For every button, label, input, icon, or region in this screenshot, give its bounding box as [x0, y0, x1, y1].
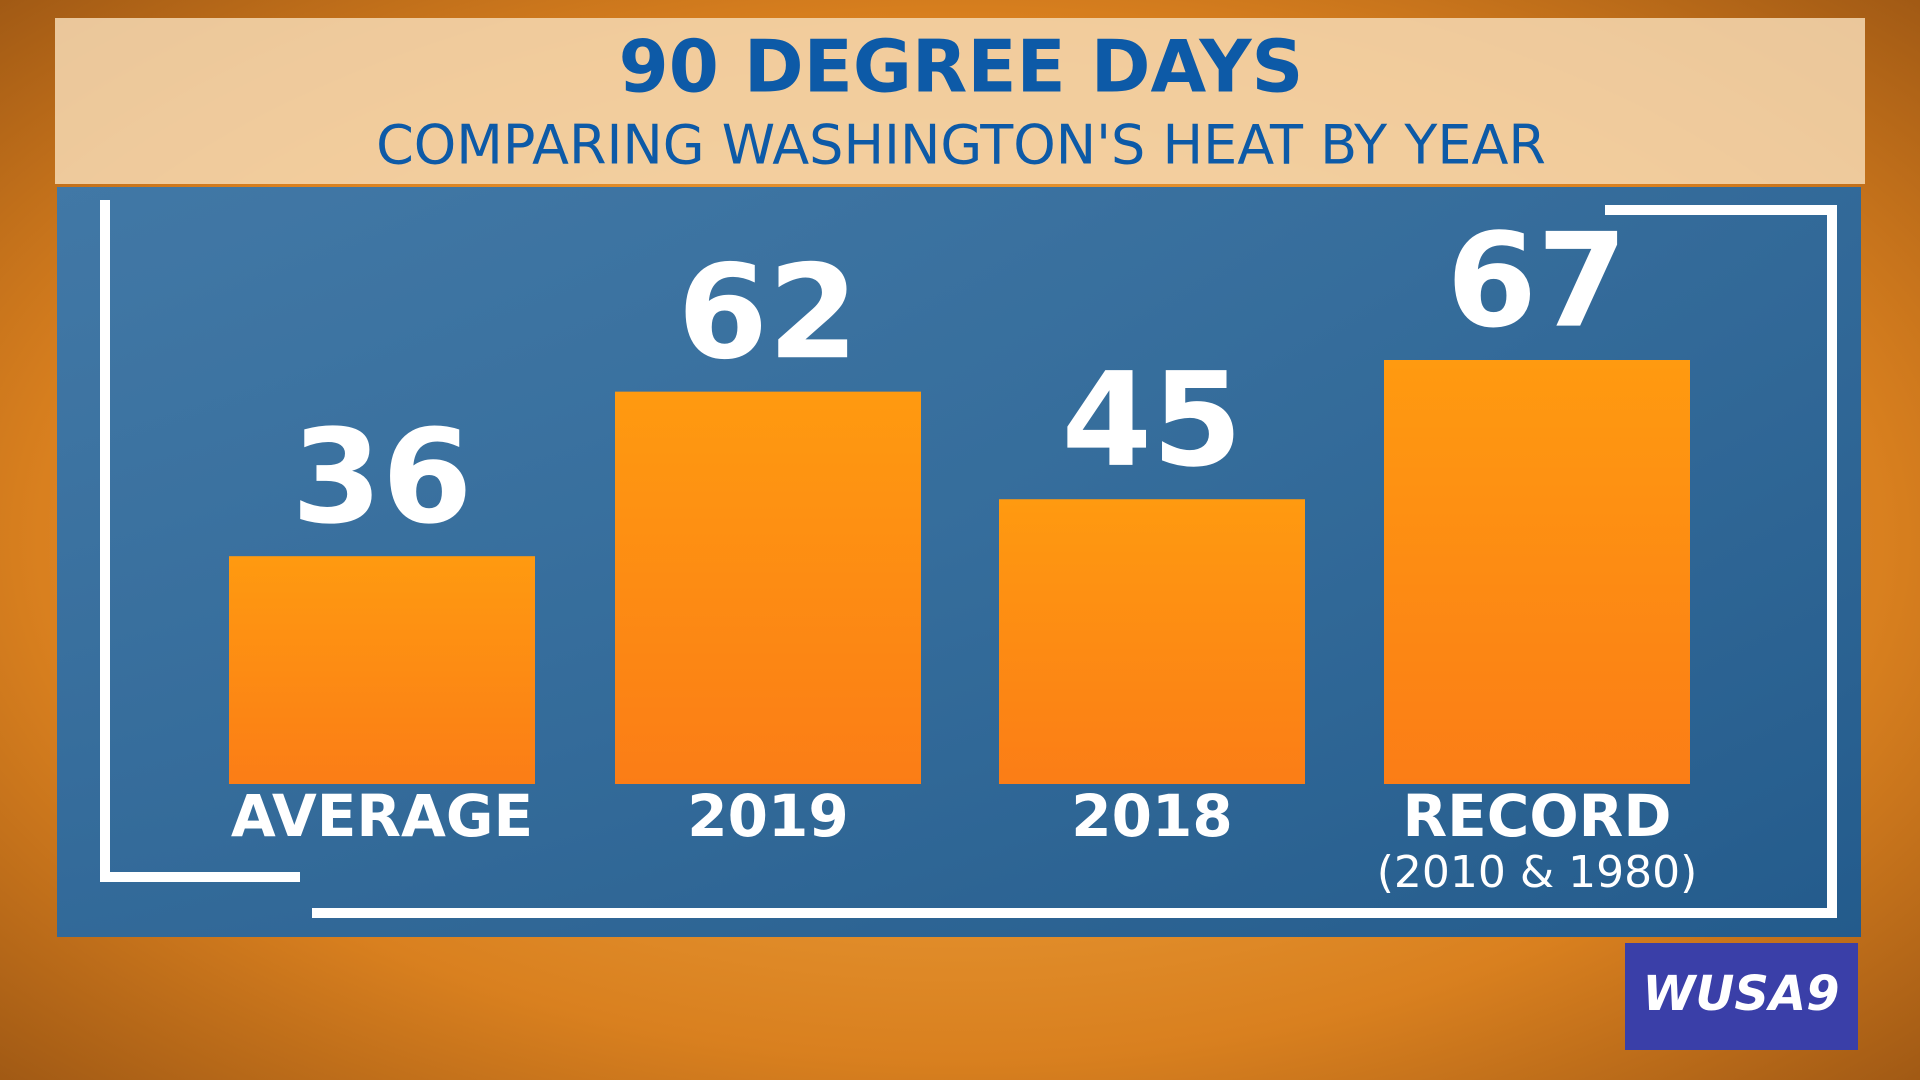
x-tick-label: 2019: [687, 782, 848, 850]
bar: [229, 556, 535, 784]
logo: WUSA9: [1642, 966, 1839, 1022]
x-tick-label: RECORD: [1403, 782, 1672, 850]
category-note: (2010 & 1980): [1377, 847, 1698, 898]
value-label: 45: [1062, 344, 1243, 496]
value-label: 67: [1447, 205, 1628, 357]
x-tick-label: AVERAGE: [231, 782, 533, 850]
bar: [999, 499, 1305, 784]
chart-subtitle: COMPARING WASHINGTON'S HEAT BY YEAR: [376, 114, 1546, 177]
logo-box: [1625, 943, 1858, 1050]
bar: [1384, 360, 1690, 784]
panel-frame: [100, 200, 1837, 918]
chart-title: 90 DEGREE DAYS: [619, 25, 1304, 109]
x-tick-label: 2018: [1071, 782, 1232, 850]
plot: 36 AVERAGE 62 2019 45 2018 67 RECORD(2010 & 198…: [229, 205, 1697, 898]
title-band: [55, 18, 1865, 184]
value-label: 36: [292, 401, 473, 553]
bar: [615, 391, 921, 784]
value-label: 62: [678, 236, 859, 388]
